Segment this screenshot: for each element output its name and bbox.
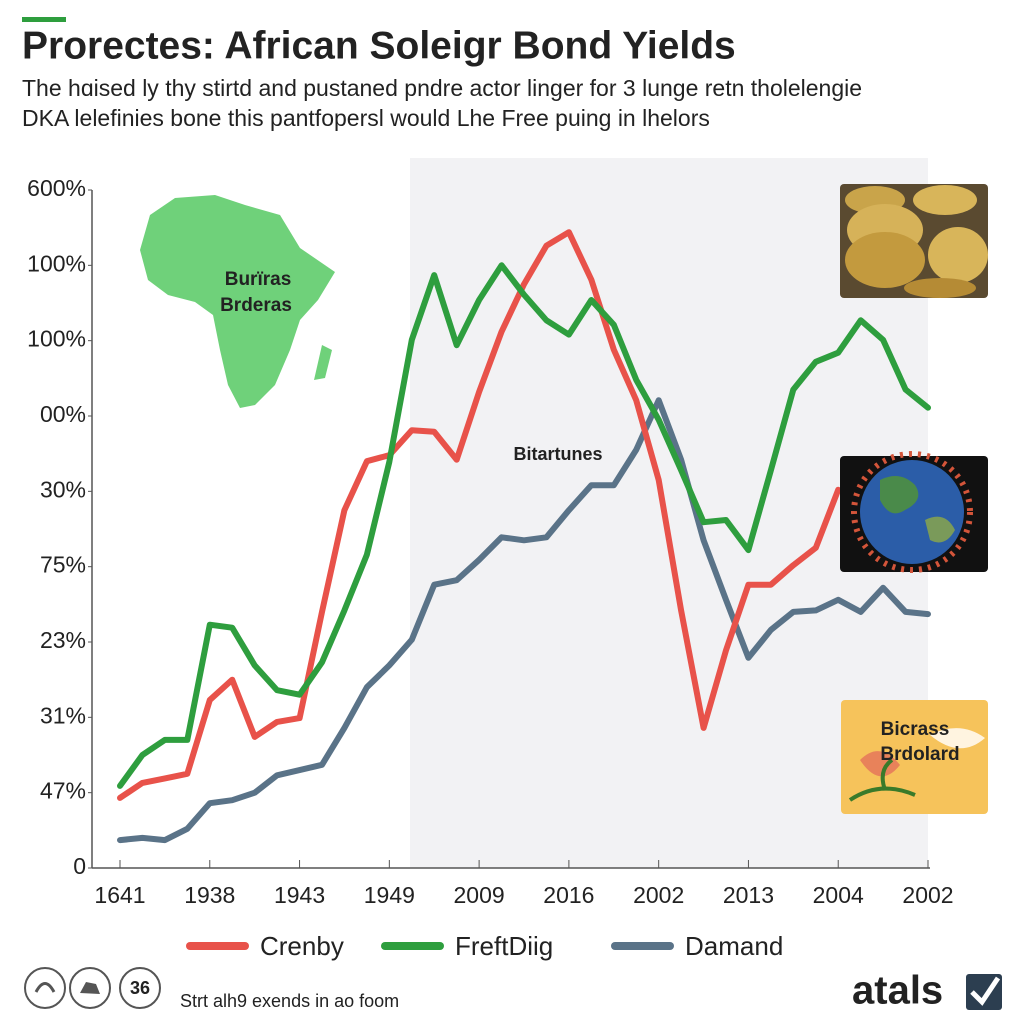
title-accent xyxy=(22,17,66,22)
y-tick-label: 00% xyxy=(40,401,86,427)
map-label: Brderas xyxy=(220,295,292,316)
x-tick-label: 2002 xyxy=(902,882,953,908)
y-tick-label: 100% xyxy=(27,250,86,276)
footer-icon xyxy=(69,967,111,1009)
x-tick-label: 2016 xyxy=(543,882,594,908)
x-tick-label: 1949 xyxy=(364,882,415,908)
legend-label: Crenby xyxy=(260,931,344,961)
footer-badge: 36 xyxy=(130,978,150,998)
africa-map xyxy=(140,195,335,408)
x-tick-label: 2002 xyxy=(633,882,684,908)
y-tick-label: 23% xyxy=(40,627,86,653)
y-tick-label: 0 xyxy=(73,853,86,879)
globe-image xyxy=(840,451,988,573)
x-tick-label: 1938 xyxy=(184,882,235,908)
logo-check-glyph xyxy=(970,976,1001,1006)
footer-icon xyxy=(119,967,161,1009)
lines xyxy=(117,229,931,844)
flower-image xyxy=(841,700,988,814)
series-line xyxy=(117,397,931,844)
y-tick-label: 600% xyxy=(27,175,86,201)
legend-label: Damand xyxy=(685,931,783,961)
coins-image xyxy=(840,184,988,298)
x-tick-label: 1943 xyxy=(274,882,325,908)
annotation: Bitartunes xyxy=(513,444,602,464)
series-line xyxy=(117,262,931,789)
footer-note: Strt alh9 exends in ao foom xyxy=(180,991,399,1011)
y-tick-label: 30% xyxy=(40,476,86,502)
legend-label: FreftDiig xyxy=(455,931,553,961)
y-tick-label: 75% xyxy=(40,552,86,578)
madagascar xyxy=(314,345,332,380)
chart-title: Prorectes: African Soleigr Bond Yields xyxy=(22,24,736,67)
y-tick-label: 47% xyxy=(40,778,86,804)
legend: Crenby FreftDiig Damand xyxy=(186,931,783,961)
x-tick-label: 2009 xyxy=(454,882,505,908)
image-label: Brdolard xyxy=(880,744,959,765)
logo: atals xyxy=(852,969,943,1013)
x-tick-label: 2004 xyxy=(813,882,864,908)
headphone-glyph xyxy=(34,982,56,993)
subtitle: The hɑised ly thy stirtd and pustaned pn… xyxy=(22,75,862,101)
image-label: Bicrass xyxy=(881,719,950,740)
vehicle-glyph xyxy=(80,982,100,994)
series-line xyxy=(117,229,842,801)
subtitle: DKA lelefinies bone this pantfopersl wou… xyxy=(22,105,710,131)
x-tick-label: 1641 xyxy=(94,882,145,908)
x-tick-label: 2013 xyxy=(723,882,774,908)
map-label: Burïras xyxy=(225,269,292,290)
footer-icon xyxy=(24,967,66,1009)
y-tick-label: 31% xyxy=(40,702,86,728)
y-tick-label: 100% xyxy=(27,326,86,352)
